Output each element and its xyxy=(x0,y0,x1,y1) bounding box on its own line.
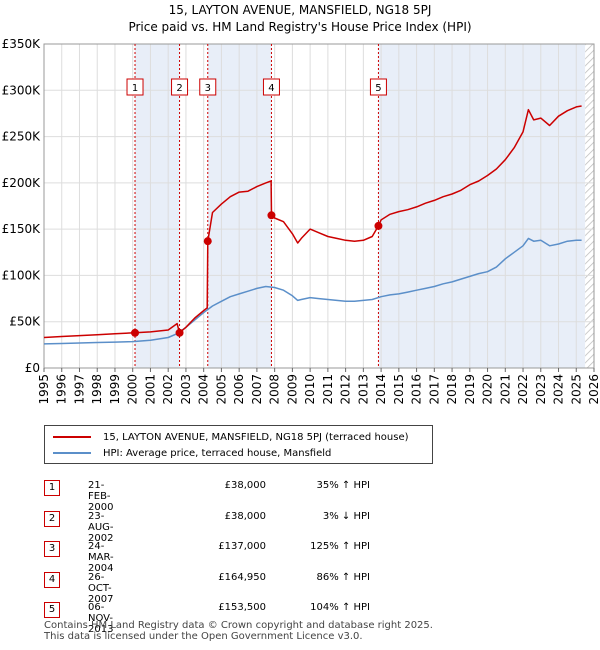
sale-number-badge: 3 xyxy=(44,541,60,557)
sale-marker-dot xyxy=(203,237,212,246)
y-tick-label: £50K xyxy=(9,315,41,329)
sale-label-text: 3 xyxy=(205,83,211,94)
chart-subtitle: Price paid vs. HM Land Registry's House … xyxy=(128,20,472,34)
sale-date: 21-FEB-2000 xyxy=(88,480,114,513)
x-tick-label: 2001 xyxy=(143,374,157,405)
legend-line-property xyxy=(53,436,91,438)
footer-licence: This data is licensed under the Open Gov… xyxy=(44,631,363,642)
forecast-hatch xyxy=(585,44,594,368)
ownership-shade xyxy=(135,44,180,368)
x-tick-label: 2018 xyxy=(445,374,459,405)
sale-hpi-change: 35% ↑ HPI xyxy=(316,480,370,491)
sale-price: £137,000 xyxy=(218,541,266,552)
x-tick-label: 2021 xyxy=(498,374,512,405)
footer: Contains HM Land Registry data © Crown c… xyxy=(44,620,433,642)
sale-date: 23-AUG-2002 xyxy=(88,510,114,544)
sale-label-box xyxy=(369,78,387,96)
legend-item-property: 15, LAYTON AVENUE, MANSFIELD, NG18 5PJ (… xyxy=(53,430,409,444)
sale-number-badge: 1 xyxy=(44,480,60,496)
x-tick-label: 2013 xyxy=(356,374,370,405)
x-tick-label: 2008 xyxy=(268,374,282,405)
ownership-shade xyxy=(378,44,586,368)
x-tick-label: 2026 xyxy=(587,374,600,405)
legend: 15, LAYTON AVENUE, MANSFIELD, NG18 5PJ (… xyxy=(44,425,433,464)
x-tick-label: 2020 xyxy=(481,374,495,405)
plot-frame xyxy=(43,43,595,369)
x-tick-label: 2022 xyxy=(516,374,530,405)
sale-label-box xyxy=(171,78,189,96)
x-tick-label: 2000 xyxy=(126,374,140,405)
chart-area: £0 £50K £100K £150K £200K £250K £300K £350K 1995… xyxy=(2,37,600,405)
sale-price: £38,000 xyxy=(224,480,266,491)
footer-copyright: Contains HM Land Registry data © Crown c… xyxy=(44,620,433,631)
x-tick-label: 2003 xyxy=(179,374,193,405)
sale-label-text: 5 xyxy=(375,83,381,94)
x-tick-label: 2005 xyxy=(214,374,228,405)
legend-line-hpi xyxy=(53,452,91,454)
y-tick-label: £100K xyxy=(2,268,42,282)
x-tick-label: 1998 xyxy=(90,374,104,405)
chart-title: 15, LAYTON AVENUE, MANSFIELD, NG18 5PJ xyxy=(168,3,432,17)
legend-item-hpi: HPI: Average price, terraced house, Mans… xyxy=(53,446,331,460)
y-tick-label: £200K xyxy=(2,176,42,190)
x-tick-label: 2024 xyxy=(552,374,566,405)
y-tick-label: £350K xyxy=(2,37,42,51)
sale-number-badge: 2 xyxy=(44,510,60,527)
x-tick-label: 2006 xyxy=(232,374,246,405)
x-tick-label: 2019 xyxy=(463,374,477,405)
sale-hpi-change: 125% ↑ HPI xyxy=(310,541,370,552)
legend-label-hpi: HPI: Average price, terraced house, Mans… xyxy=(103,447,332,459)
y-tick-label: £300K xyxy=(2,83,42,97)
x-tick-label: 2004 xyxy=(197,374,211,405)
x-tick-label: 2010 xyxy=(303,374,317,405)
sale-marker-dot xyxy=(267,211,276,220)
y-tick-label: £250K xyxy=(2,130,42,144)
x-tick-label: 2014 xyxy=(374,374,388,405)
sale-label-box xyxy=(199,78,217,96)
sale-hpi-change: 3% ↓ HPI xyxy=(322,510,370,522)
sale-marker-dot xyxy=(175,328,184,337)
sale-number-badge: 4 xyxy=(44,571,60,588)
sale-hpi-change: 86% ↑ HPI xyxy=(316,571,370,583)
x-tick-label: 2016 xyxy=(410,374,424,405)
sale-date: 26-OCT-2007 xyxy=(88,571,114,605)
y-tick-label: £0 xyxy=(25,361,40,375)
x-tick-label: 2012 xyxy=(339,374,353,405)
x-tick-label: 2015 xyxy=(392,374,406,405)
legend-label-property: 15, LAYTON AVENUE, MANSFIELD, NG18 5PJ (… xyxy=(103,431,409,443)
x-tick-label: 2017 xyxy=(427,374,441,405)
x-tick-label: 2011 xyxy=(321,374,335,405)
sale-label-text: 1 xyxy=(132,83,138,94)
sale-label-box xyxy=(126,78,144,96)
sale-label-text: 4 xyxy=(268,83,274,94)
sale-price: £164,950 xyxy=(218,571,266,583)
x-tick-label: 1995 xyxy=(37,374,51,405)
x-tick-label: 2009 xyxy=(285,374,299,405)
sale-marker-dot xyxy=(374,221,383,230)
series-line-property xyxy=(43,105,582,339)
x-tick-label: 1996 xyxy=(55,374,69,405)
sale-number-badge: 5 xyxy=(44,602,60,618)
x-tick-label: 1997 xyxy=(72,374,86,405)
sale-price: £153,500 xyxy=(218,602,266,613)
sale-price: £38,000 xyxy=(224,510,266,522)
sale-date: 06-NOV-2013 xyxy=(88,602,114,635)
x-tick-label: 2023 xyxy=(534,374,548,405)
sale-label-box xyxy=(262,78,280,96)
x-tick-label: 2007 xyxy=(250,374,264,405)
sale-label-text: 2 xyxy=(176,83,182,94)
sale-hpi-change: 104% ↑ HPI xyxy=(310,602,370,613)
x-tick-label: 2002 xyxy=(161,374,175,405)
y-tick-label: £150K xyxy=(2,222,42,236)
x-tick-label: 2025 xyxy=(569,374,583,405)
sale-marker-dot xyxy=(131,328,140,337)
sale-date: 24-MAR-2004 xyxy=(88,541,114,574)
x-tick-label: 1999 xyxy=(108,374,122,405)
